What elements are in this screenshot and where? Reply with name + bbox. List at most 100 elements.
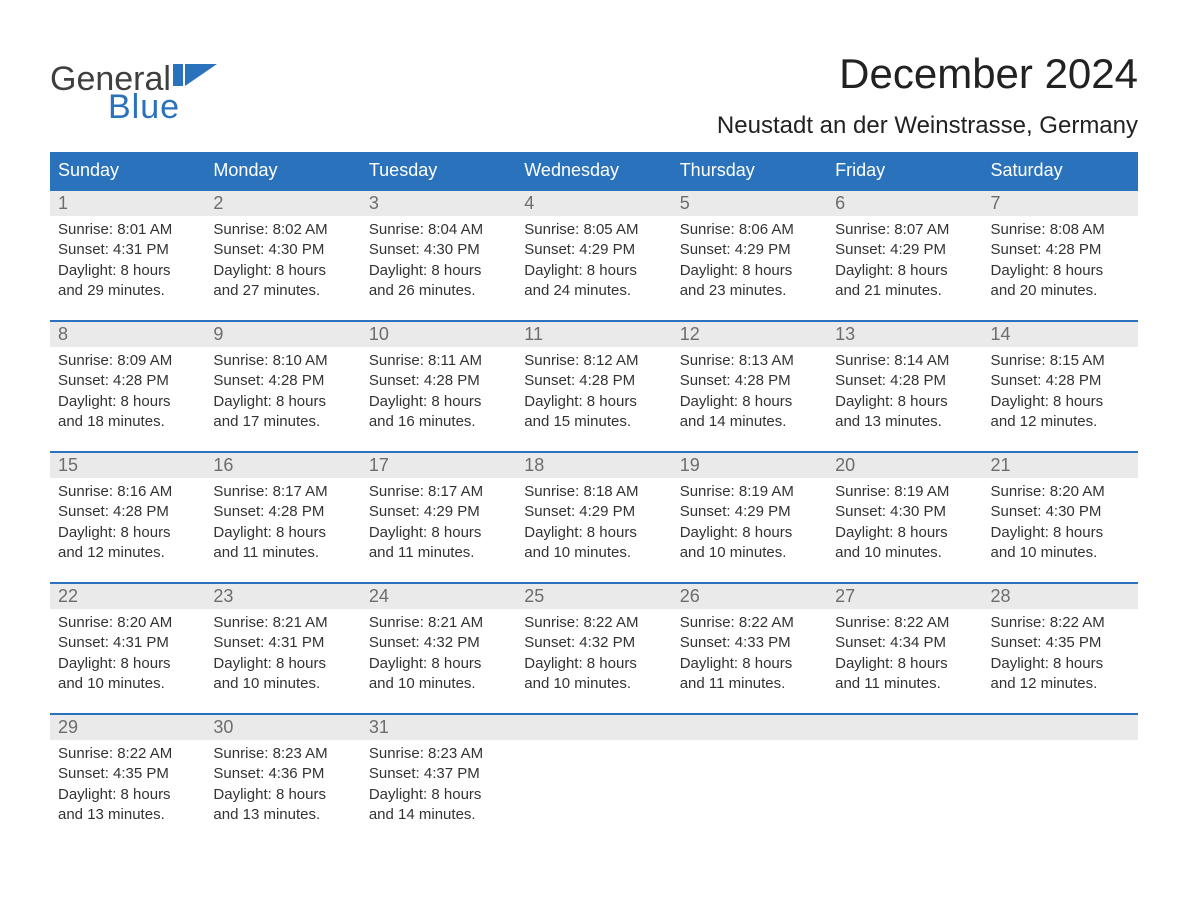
daylight-line: Daylight: 8 hours and 20 minutes. [991, 261, 1130, 302]
sunrise-line: Sunrise: 8:20 AM [58, 613, 197, 633]
sunset-line: Sunset: 4:28 PM [58, 371, 197, 391]
day-number: 26 [672, 584, 827, 609]
day-content [672, 740, 827, 844]
weekday-header: Tuesday [361, 152, 516, 189]
sunrise-line: Sunrise: 8:02 AM [213, 220, 352, 240]
day-number: 15 [50, 453, 205, 478]
daylight-line: Daylight: 8 hours and 13 minutes. [835, 392, 974, 433]
day-number: 21 [983, 453, 1138, 478]
sunrise-line: Sunrise: 8:10 AM [213, 351, 352, 371]
sunrise-line: Sunrise: 8:15 AM [991, 351, 1130, 371]
daylight-line: Daylight: 8 hours and 10 minutes. [835, 523, 974, 564]
calendar-week: 15161718192021Sunrise: 8:16 AMSunset: 4:… [50, 451, 1138, 582]
day-content: Sunrise: 8:22 AMSunset: 4:35 PMDaylight:… [983, 609, 1138, 713]
sunrise-line: Sunrise: 8:22 AM [58, 744, 197, 764]
sunrise-line: Sunrise: 8:06 AM [680, 220, 819, 240]
sunrise-line: Sunrise: 8:16 AM [58, 482, 197, 502]
sunrise-line: Sunrise: 8:13 AM [680, 351, 819, 371]
sunset-line: Sunset: 4:28 PM [680, 371, 819, 391]
daylight-line: Daylight: 8 hours and 12 minutes. [991, 654, 1130, 695]
calendar-week: 293031Sunrise: 8:22 AMSunset: 4:35 PMDay… [50, 713, 1138, 844]
daylight-line: Daylight: 8 hours and 10 minutes. [524, 654, 663, 695]
day-number: 13 [827, 322, 982, 347]
sunrise-line: Sunrise: 8:09 AM [58, 351, 197, 371]
daynum-row: 15161718192021 [50, 453, 1138, 478]
daylight-line: Daylight: 8 hours and 12 minutes. [991, 392, 1130, 433]
day-content: Sunrise: 8:19 AMSunset: 4:30 PMDaylight:… [827, 478, 982, 582]
day-content: Sunrise: 8:10 AMSunset: 4:28 PMDaylight:… [205, 347, 360, 451]
daylight-line: Daylight: 8 hours and 27 minutes. [213, 261, 352, 302]
sunrise-line: Sunrise: 8:22 AM [991, 613, 1130, 633]
sunrise-line: Sunrise: 8:21 AM [213, 613, 352, 633]
day-content: Sunrise: 8:04 AMSunset: 4:30 PMDaylight:… [361, 216, 516, 320]
sunrise-line: Sunrise: 8:23 AM [369, 744, 508, 764]
weeks-container: 1234567Sunrise: 8:01 AMSunset: 4:31 PMDa… [50, 189, 1138, 844]
sunset-line: Sunset: 4:28 PM [991, 240, 1130, 260]
daylight-line: Daylight: 8 hours and 10 minutes. [213, 654, 352, 695]
sunset-line: Sunset: 4:29 PM [524, 240, 663, 260]
day-content: Sunrise: 8:23 AMSunset: 4:37 PMDaylight:… [361, 740, 516, 844]
day-content: Sunrise: 8:02 AMSunset: 4:30 PMDaylight:… [205, 216, 360, 320]
day-number: 10 [361, 322, 516, 347]
sunset-line: Sunset: 4:30 PM [991, 502, 1130, 522]
sunrise-line: Sunrise: 8:19 AM [680, 482, 819, 502]
title-block: December 2024 Neustadt an der Weinstrass… [717, 44, 1138, 140]
daylight-line: Daylight: 8 hours and 18 minutes. [58, 392, 197, 433]
day-number: 7 [983, 191, 1138, 216]
day-content: Sunrise: 8:18 AMSunset: 4:29 PMDaylight:… [516, 478, 671, 582]
day-content: Sunrise: 8:09 AMSunset: 4:28 PMDaylight:… [50, 347, 205, 451]
day-content: Sunrise: 8:08 AMSunset: 4:28 PMDaylight:… [983, 216, 1138, 320]
weekday-header: Thursday [672, 152, 827, 189]
day-number: 9 [205, 322, 360, 347]
day-number: 1 [50, 191, 205, 216]
day-number: 17 [361, 453, 516, 478]
sunset-line: Sunset: 4:34 PM [835, 633, 974, 653]
sunrise-line: Sunrise: 8:22 AM [680, 613, 819, 633]
content-row: Sunrise: 8:16 AMSunset: 4:28 PMDaylight:… [50, 478, 1138, 582]
day-content: Sunrise: 8:11 AMSunset: 4:28 PMDaylight:… [361, 347, 516, 451]
day-number: 31 [361, 715, 516, 740]
day-number: 24 [361, 584, 516, 609]
day-content: Sunrise: 8:22 AMSunset: 4:35 PMDaylight:… [50, 740, 205, 844]
sunrise-line: Sunrise: 8:18 AM [524, 482, 663, 502]
weekday-header: Wednesday [516, 152, 671, 189]
content-row: Sunrise: 8:01 AMSunset: 4:31 PMDaylight:… [50, 216, 1138, 320]
sunset-line: Sunset: 4:35 PM [991, 633, 1130, 653]
day-content: Sunrise: 8:19 AMSunset: 4:29 PMDaylight:… [672, 478, 827, 582]
daylight-line: Daylight: 8 hours and 26 minutes. [369, 261, 508, 302]
sunrise-line: Sunrise: 8:12 AM [524, 351, 663, 371]
sunset-line: Sunset: 4:30 PM [213, 240, 352, 260]
day-number: 11 [516, 322, 671, 347]
day-number: 23 [205, 584, 360, 609]
sunset-line: Sunset: 4:29 PM [524, 502, 663, 522]
daylight-line: Daylight: 8 hours and 17 minutes. [213, 392, 352, 433]
sunrise-line: Sunrise: 8:21 AM [369, 613, 508, 633]
day-content: Sunrise: 8:15 AMSunset: 4:28 PMDaylight:… [983, 347, 1138, 451]
daylight-line: Daylight: 8 hours and 10 minutes. [991, 523, 1130, 564]
daylight-line: Daylight: 8 hours and 13 minutes. [58, 785, 197, 826]
daylight-line: Daylight: 8 hours and 14 minutes. [680, 392, 819, 433]
daylight-line: Daylight: 8 hours and 16 minutes. [369, 392, 508, 433]
sunset-line: Sunset: 4:28 PM [369, 371, 508, 391]
day-number [672, 715, 827, 740]
content-row: Sunrise: 8:09 AMSunset: 4:28 PMDaylight:… [50, 347, 1138, 451]
daylight-line: Daylight: 8 hours and 11 minutes. [835, 654, 974, 695]
day-content [827, 740, 982, 844]
page-header: General Blue December 2024 Neustadt an d… [50, 44, 1138, 140]
weekday-header: Friday [827, 152, 982, 189]
day-number [983, 715, 1138, 740]
day-number: 27 [827, 584, 982, 609]
daylight-line: Daylight: 8 hours and 10 minutes. [369, 654, 508, 695]
day-number: 14 [983, 322, 1138, 347]
logo-text-blue: Blue [108, 90, 217, 124]
day-number: 18 [516, 453, 671, 478]
sunset-line: Sunset: 4:37 PM [369, 764, 508, 784]
day-number [516, 715, 671, 740]
day-content: Sunrise: 8:16 AMSunset: 4:28 PMDaylight:… [50, 478, 205, 582]
day-content: Sunrise: 8:17 AMSunset: 4:28 PMDaylight:… [205, 478, 360, 582]
daylight-line: Daylight: 8 hours and 11 minutes. [680, 654, 819, 695]
daylight-line: Daylight: 8 hours and 24 minutes. [524, 261, 663, 302]
daynum-row: 293031 [50, 715, 1138, 740]
day-content: Sunrise: 8:20 AMSunset: 4:31 PMDaylight:… [50, 609, 205, 713]
calendar-grid: SundayMondayTuesdayWednesdayThursdayFrid… [50, 152, 1138, 844]
